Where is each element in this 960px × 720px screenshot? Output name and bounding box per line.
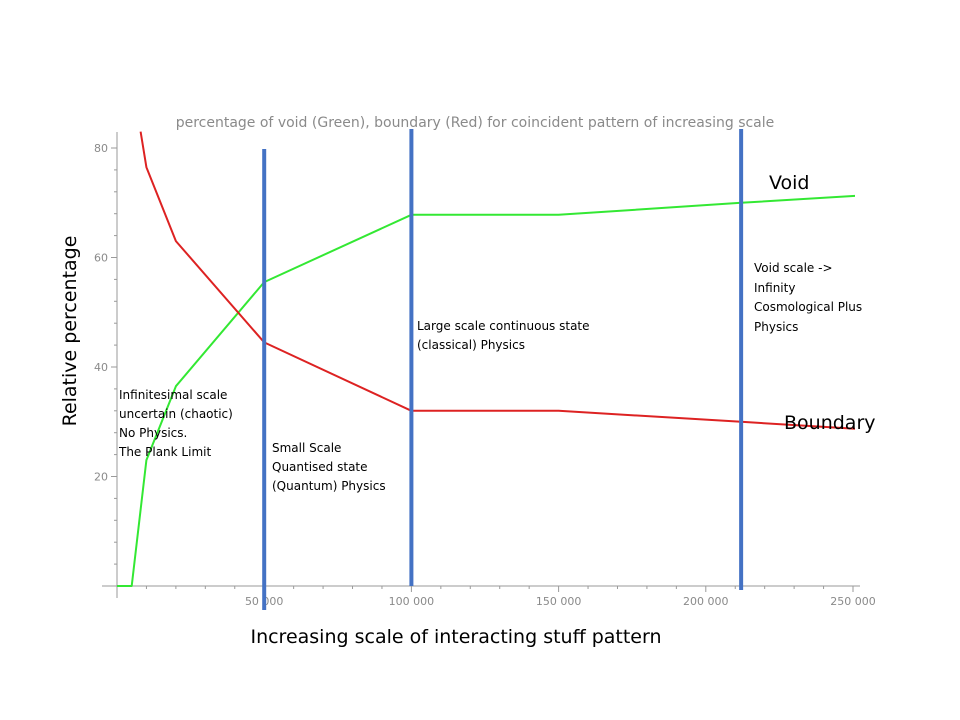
y-ticks: 20 40 60 80: [94, 142, 117, 565]
series-label-boundary: Boundary: [784, 412, 876, 434]
x-axis-label: Increasing scale of interacting stuff pa…: [250, 626, 661, 648]
vertical-markers: [262, 129, 744, 610]
x-tick-label: 150 000: [536, 595, 582, 608]
annotation-small-scale: Small Scale Quantised state (Quantum) Ph…: [272, 441, 386, 493]
y-axis-label: Relative percentage: [59, 236, 81, 427]
annotation-infinitesimal: Infinitesimal scale uncertain (chaotic) …: [118, 388, 237, 459]
series-line-boundary: [139, 131, 855, 430]
y-tick-label: 40: [94, 361, 108, 374]
y-tick-label: 60: [94, 252, 108, 265]
x-tick-label: 200 000: [683, 595, 729, 608]
annotation-large-scale: Large scale continuous state (classical)…: [417, 319, 593, 352]
chart-title: percentage of void (Green), boundary (Re…: [176, 115, 775, 131]
series-label-void: Void: [769, 172, 810, 194]
x-tick-label: 250 000: [830, 595, 876, 608]
annotation-void-scale: Void scale -> Infinity Cosmological Plus…: [754, 261, 866, 334]
y-tick-label: 80: [94, 142, 108, 155]
series-lines: [117, 131, 855, 587]
x-ticks: 50 000 100 000 150 000 200 000 250 000: [145, 586, 876, 608]
y-tick-label: 20: [94, 471, 108, 484]
x-tick-label: 100 000: [389, 595, 435, 608]
